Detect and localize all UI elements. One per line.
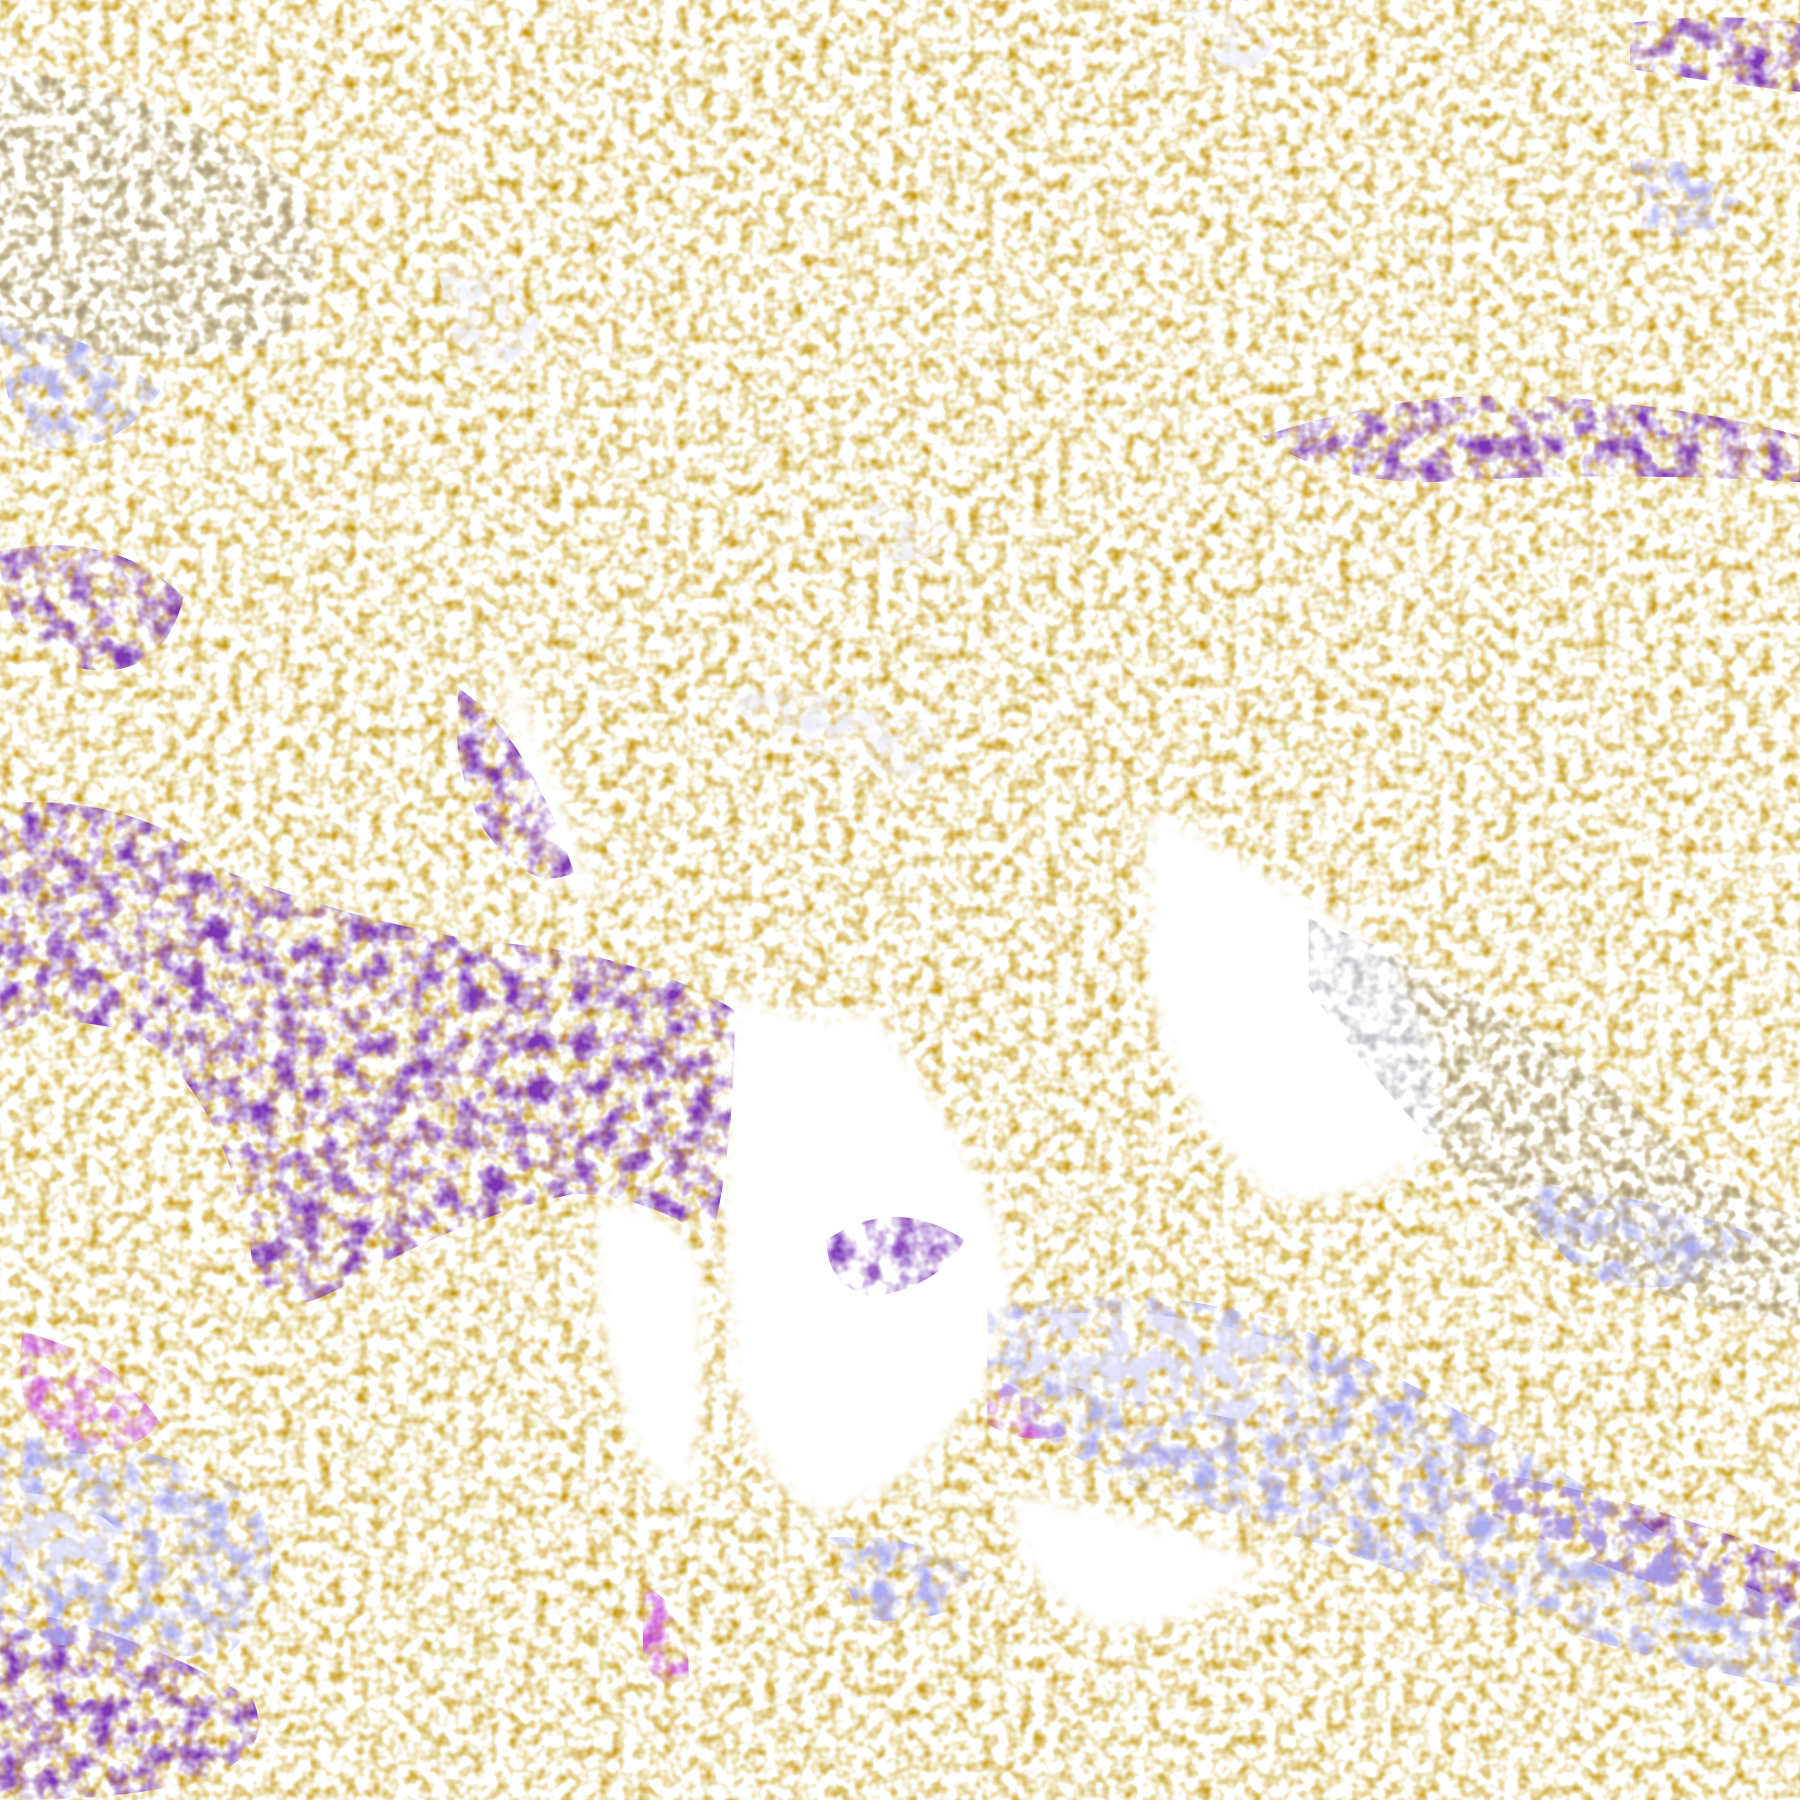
cold-cloud-layer — [11, 9, 1316, 1571]
